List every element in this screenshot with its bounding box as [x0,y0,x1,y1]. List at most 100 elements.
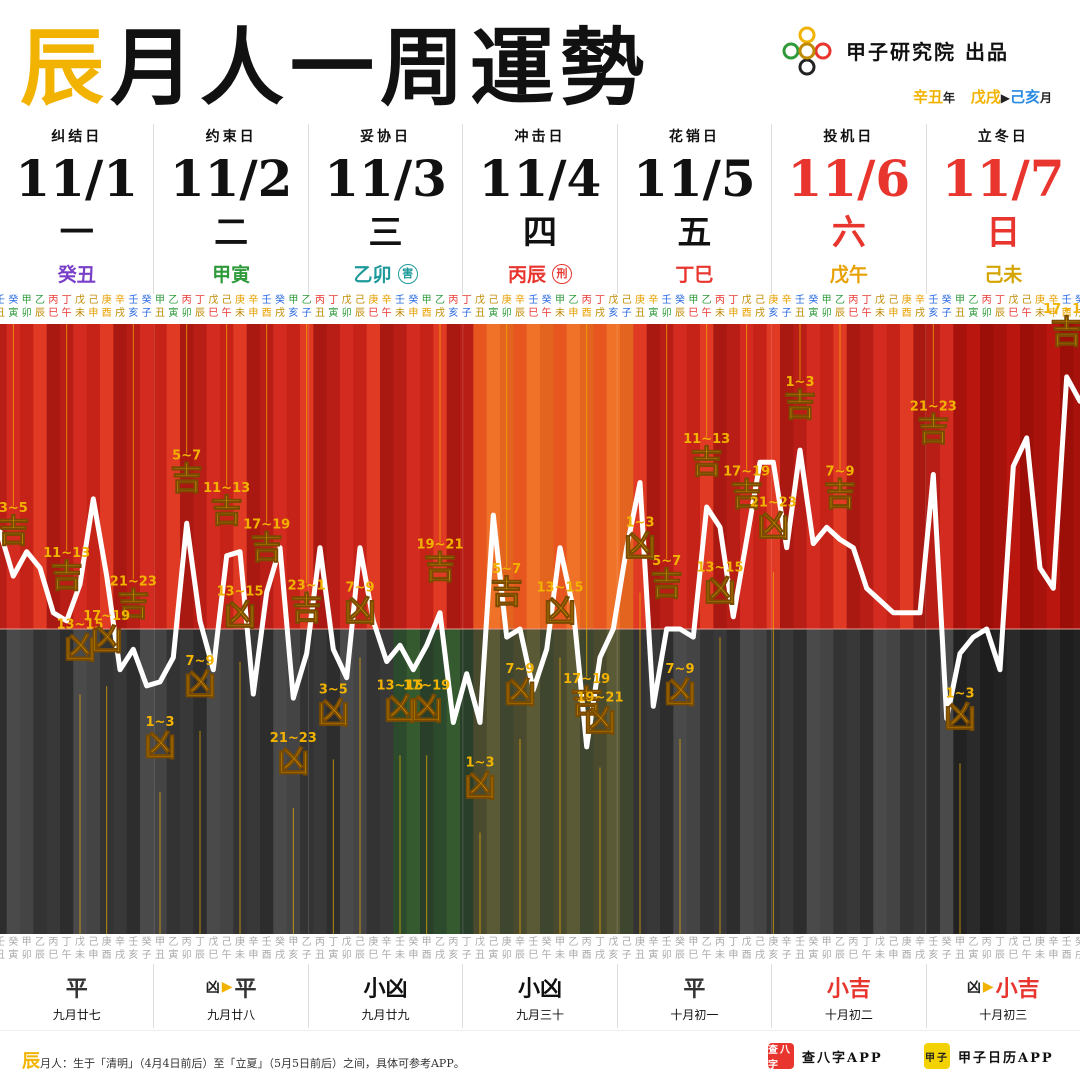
top-stem-label: 乙 [435,294,445,306]
bottom-stem-label: 甲 [555,937,565,948]
top-stem-label: 乙 [835,294,845,306]
top-branch-label: 巳 [1008,307,1018,319]
time-slot-lower [686,629,701,934]
top-stem-label: 壬 [1062,294,1072,306]
bottom-stem-label: 壬 [528,936,538,948]
top-stem-label: 癸 [942,294,952,306]
bottom-stem-label: 戊 [1008,936,1018,948]
time-slot-upper [940,324,954,629]
top-stem-label: 丙 [315,295,325,306]
top-branch-label: 戌 [915,306,925,319]
top-branch-label: 酉 [262,308,272,319]
bad-time-label: 13~15 [216,585,263,600]
good-time-label: 3~5 [0,501,28,516]
time-slot-lower [966,629,981,934]
top-branch-label: 酉 [422,308,432,319]
top-branch-label: 酉 [582,308,592,319]
bottom-stem-label: 己 [622,937,632,948]
time-slot-upper [420,324,434,629]
bottom-stem-label: 庚 [902,935,912,948]
bottom-branch-label: 戌 [115,948,125,961]
bottom-branch-label: 戌 [1075,948,1080,961]
app-link-calendar[interactable]: 甲子 甲子日历APP [924,1043,1054,1069]
bottom-stem-label: 癸 [542,935,552,948]
time-slot-upper [473,324,488,629]
bottom-stem-label: 壬 [1062,936,1072,948]
bad-time-label: 7~9 [506,662,535,677]
bottom-stem-label: 己 [222,937,232,948]
bottom-branch-label: 卯 [662,949,672,961]
bottom-stem-label: 壬 [395,936,405,948]
top-branch-label: 午 [62,306,72,319]
good-fortune-label: 吉 [171,459,203,497]
bottom-branch-label: 午 [222,948,232,961]
bottom-branch-label: 戌 [275,948,285,961]
bottom-branch-label: 午 [382,948,392,961]
top-branch-label: 巳 [528,307,538,319]
bottom-branch-label: 未 [395,949,405,961]
good-time-label: 11~13 [43,546,90,561]
bottom-branch-label: 卯 [22,949,32,961]
top-branch-label: 丑 [155,308,165,319]
app-link-bazi[interactable]: 查八字 查八字APP [768,1043,883,1071]
time-slot-lower [886,629,901,934]
time-slot-upper [20,324,34,629]
bad-time-label: 1~3 [146,715,175,730]
top-stem-label: 庚 [768,294,778,306]
bottom-branch-label: 巳 [848,949,858,961]
top-branch-label: 申 [728,306,738,319]
bottom-branch-label: 寅 [808,948,818,961]
bottom-branch-label: 申 [1048,948,1058,961]
brand-year-suffix: 年 [943,91,956,105]
good-time-label: 1~3 [786,375,815,390]
bottom-stem-label: 辛 [382,935,392,948]
top-branch-label: 寅 [968,306,978,319]
status-value: 平 [234,976,257,1002]
page-title: 辰 月人一周運勢 [20,18,650,118]
time-slot-upper [820,324,834,629]
footer: 辰月人：生于「清明」（4月4日前后）至「立夏」（5月5日前后）之间，具体可参考A… [0,1030,1080,1081]
time-slot-lower [753,629,768,934]
top-stem-label: 戊 [608,294,618,306]
time-slot-lower [1020,629,1034,934]
bad-fortune-label: 凶 [757,506,789,544]
time-slot-lower [806,629,821,934]
top-branch-label: 卯 [502,307,512,319]
time-slot-upper [673,324,688,629]
bad-time-label: 1~3 [626,516,655,531]
footer-note: 辰月人：生于「清明」（4月4日前后）至「立夏」（5月5日前后）之间，具体可参考A… [22,1047,465,1073]
bottom-stem-label: 乙 [835,936,845,948]
time-slot-upper [566,324,581,629]
top-stem-label: 戊 [75,294,85,306]
top-branch-label: 子 [462,307,472,319]
bottom-stem-label: 丁 [195,937,205,948]
bottom-branch-label: 巳 [1008,949,1018,961]
time-slot-lower [820,629,834,934]
day-ganzhi: 癸丑 [57,264,96,286]
bad-fortune-label: 凶 [224,596,256,634]
day-mark: 害 [397,263,418,284]
top-branch-label: 辰 [835,307,845,319]
top-stem-label: 辛 [115,294,125,306]
time-slot-lower [460,629,474,934]
bottom-stem-label: 辛 [915,935,925,948]
top-branch-label: 午 [382,306,392,319]
bottom-stem-label: 乙 [702,936,712,948]
day-summary: 凶 ▶ 平九月廿八 [153,964,307,1028]
top-branch-label: 未 [715,307,725,319]
time-slot-lower [526,629,541,934]
day-label: 约束日 [205,129,257,145]
day-column: 纠结日 11/1 一癸丑 [0,124,153,294]
top-branch-label: 午 [862,306,872,319]
top-stem-label: 壬 [262,294,272,306]
fortune-line [0,374,1080,750]
bottom-stem-label: 戊 [342,936,352,948]
status-value: 小吉 [995,976,1040,1002]
top-branch-label: 申 [248,306,258,319]
top-stem-label: 辛 [648,294,658,306]
day-ganzhi-row: 乙卯害 [309,260,462,287]
bottom-branch-label: 卯 [502,949,512,961]
good-time-label: 5~7 [492,562,521,577]
top-branch-label: 寅 [488,306,498,319]
bottom-branch-label: 戌 [755,948,765,961]
